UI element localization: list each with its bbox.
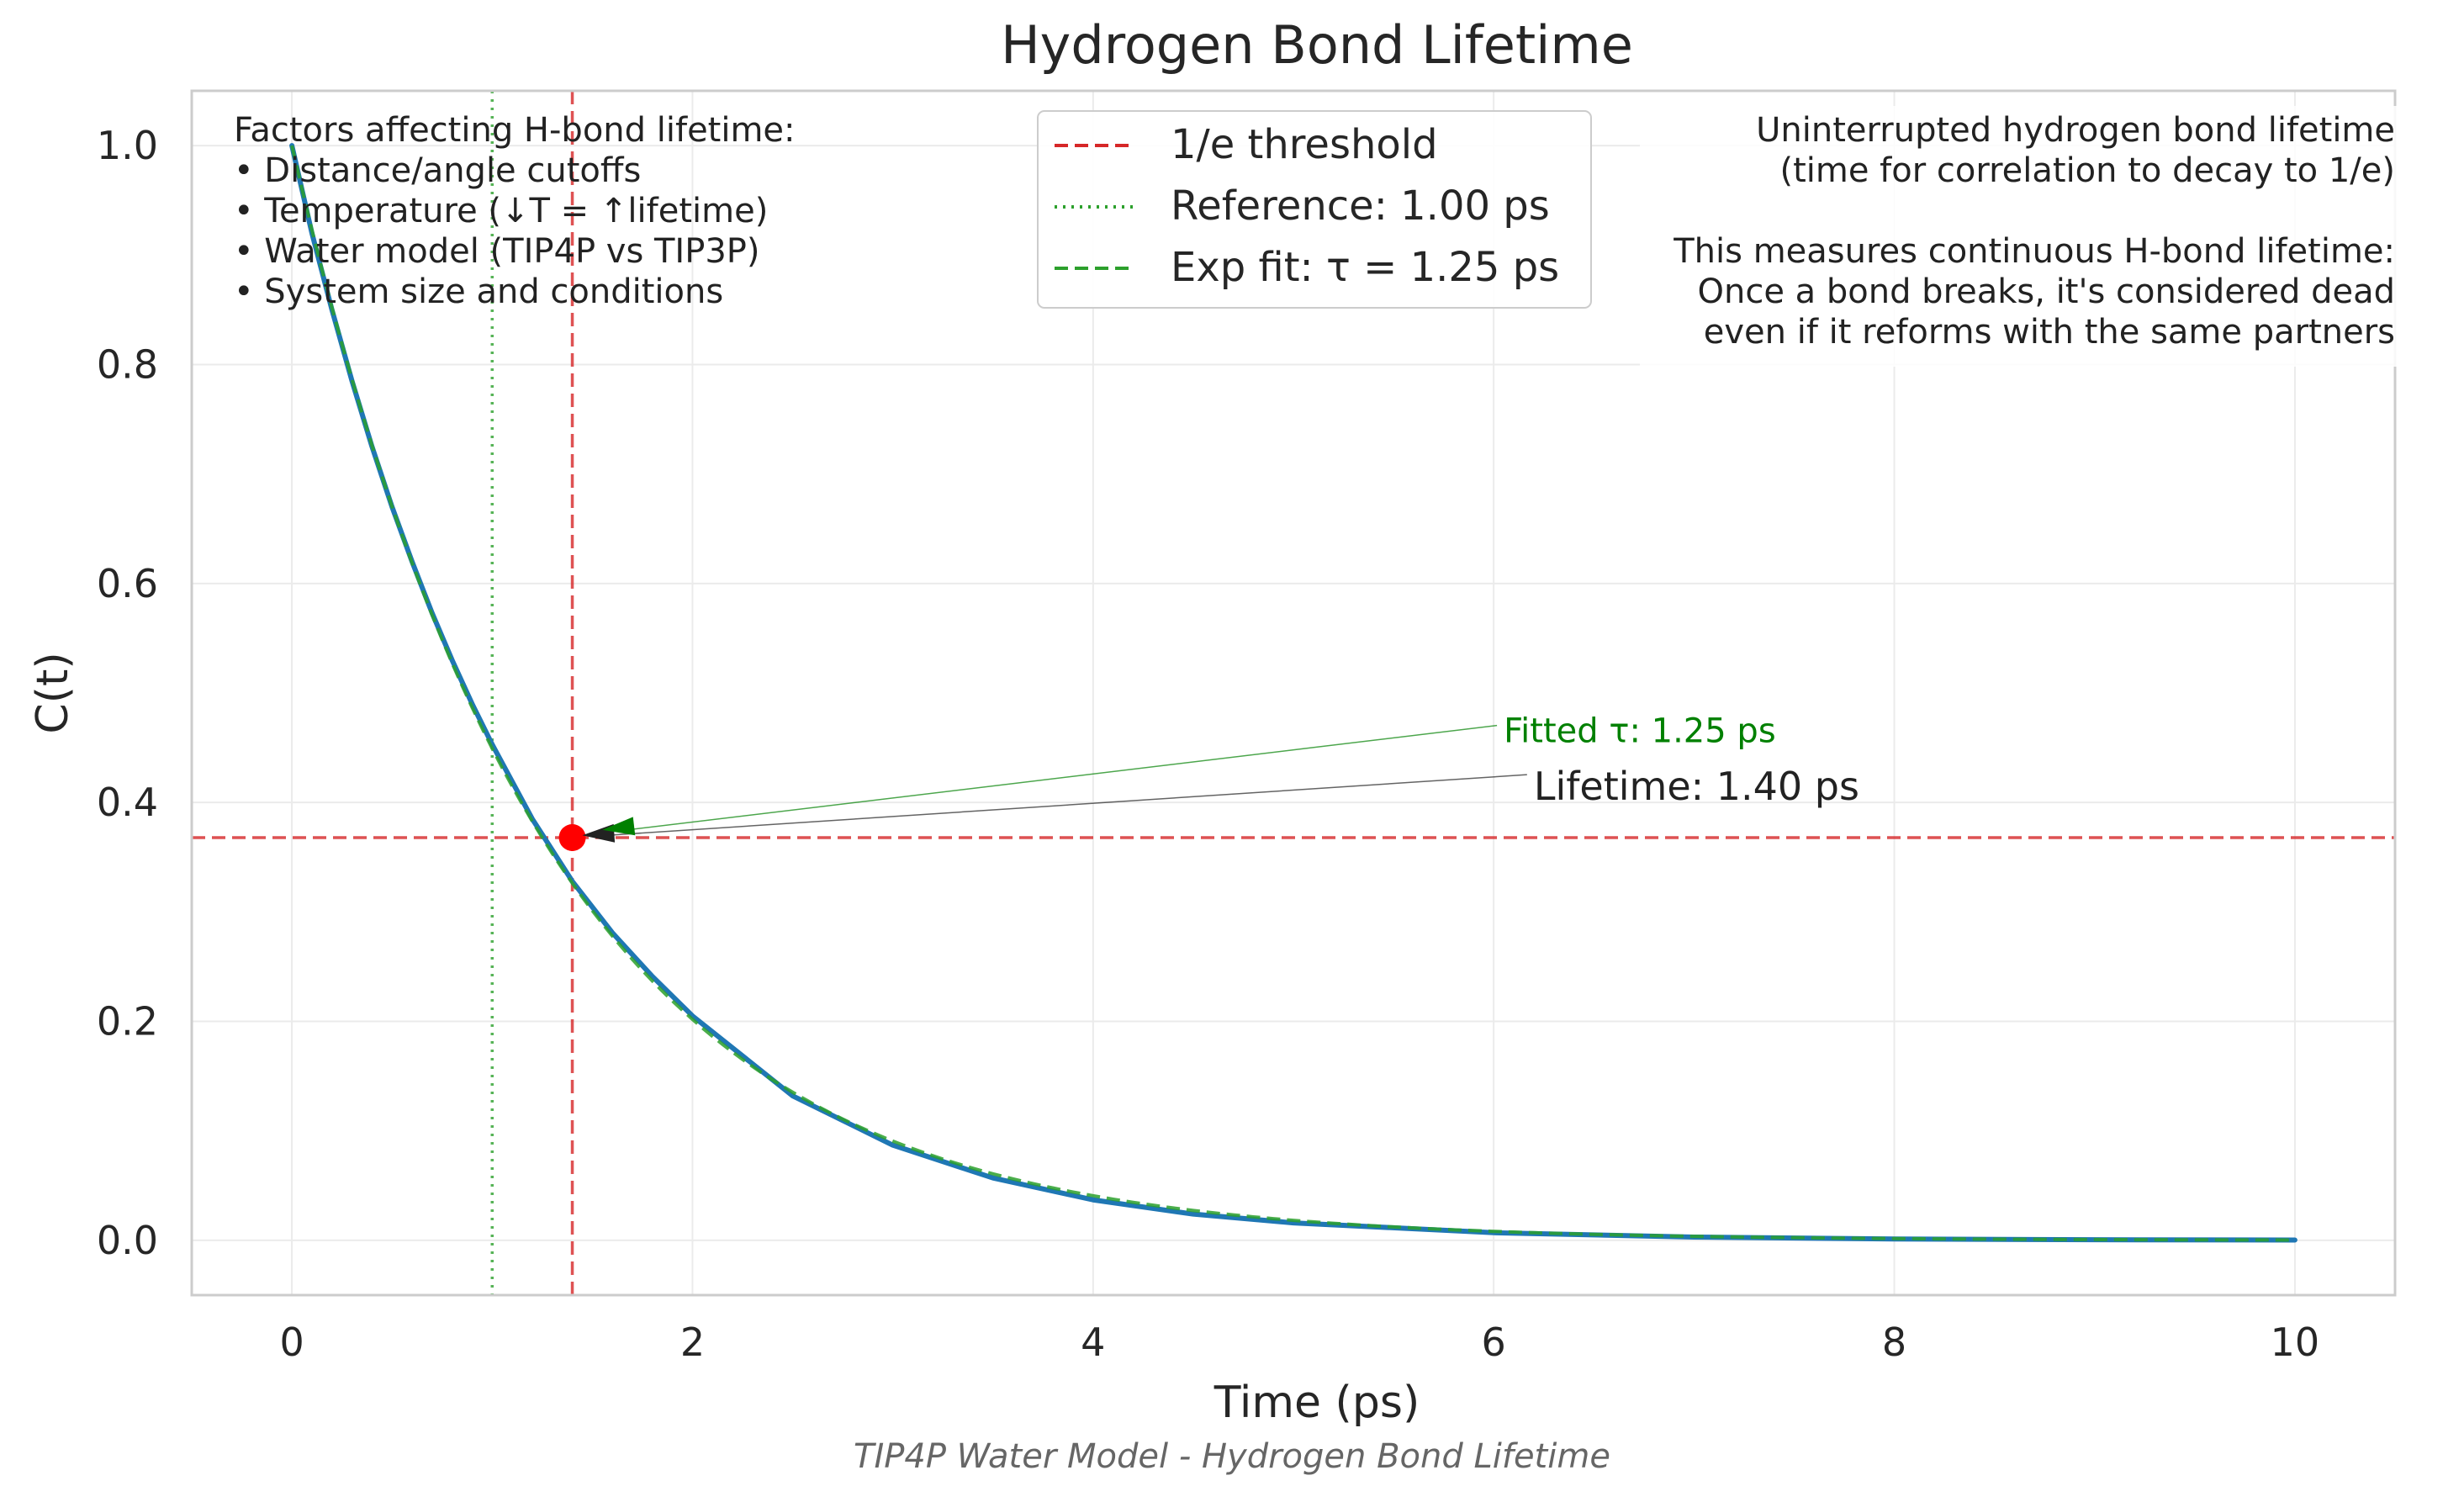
description-text-box: Uninterrupted hydrogen bond lifetime (ti… — [1673, 111, 2395, 352]
factors-line: • Water model (TIP4P vs TIP3P) — [234, 232, 760, 271]
lifetime-marker — [558, 823, 586, 851]
y-tick-label: 0.0 — [97, 1218, 158, 1263]
annotation-arrow — [607, 774, 1527, 836]
plot-frame — [190, 89, 2397, 1297]
x-axis-label: Time (ps) — [1213, 1378, 1420, 1428]
y-tick-label: 0.6 — [97, 561, 158, 606]
lifetime-annotation-label: Lifetime: 1.40 ps — [1534, 764, 1859, 809]
annotation-arrow — [627, 724, 1498, 831]
x-tick-label: 6 — [1482, 1320, 1506, 1365]
annotations: Lifetime: 1.40 ps Fitted τ: 1.25 ps — [582, 712, 1859, 843]
legend-label: Reference: 1.00 ps — [1171, 182, 1550, 230]
x-tick-label: 0 — [279, 1320, 304, 1365]
factors-line: Factors affecting H-bond lifetime: — [234, 111, 796, 150]
legend-label: 1/e threshold — [1171, 121, 1438, 168]
chart-caption: TIP4P Water Model - Hydrogen Bond Lifeti… — [854, 1437, 1610, 1476]
description-box-background — [1640, 106, 2414, 367]
legend-box — [1037, 110, 1592, 309]
description-line: Uninterrupted hydrogen bond lifetime — [1756, 111, 2395, 150]
exp-fit-line — [290, 145, 2295, 1242]
description-line: even if it reforms with the same partner… — [1704, 313, 2395, 352]
description-line: (time for correlation to decay to 1/e) — [1779, 151, 2395, 190]
annotation-arrowhead — [602, 817, 636, 836]
y-tick-label: 0.2 — [97, 999, 158, 1045]
factors-line: • Temperature (↓T = ↑lifetime) — [234, 192, 768, 230]
factors-line: • Distance/angle cutoffs — [234, 151, 641, 190]
x-tick-label: 2 — [680, 1320, 705, 1365]
factors-line: • System size and conditions — [234, 272, 723, 311]
description-line: Once a bond breaks, it's considered dead — [1697, 272, 2395, 311]
x-tick-label: 4 — [1081, 1320, 1105, 1365]
plot-area — [192, 91, 2395, 1295]
y-tick-label: 0.8 — [97, 341, 158, 387]
fitted-annotation-label: Fitted τ: 1.25 ps — [1504, 712, 1776, 751]
legend-label: Exp fit: τ = 1.25 ps — [1171, 244, 1559, 291]
x-tick-label: 8 — [1882, 1320, 1906, 1365]
axis-ticks: 0 2 4 6 8 10 0.0 0.2 0.4 0.6 0.8 1.0 — [97, 123, 2319, 1365]
description-line: This measures continuous H-bond lifetime… — [1673, 232, 2395, 271]
legend: 1/e threshold Reference: 1.00 ps Exp fit… — [1037, 110, 1592, 309]
x-tick-label: 10 — [2271, 1320, 2320, 1365]
factors-text-box: Factors affecting H-bond lifetime: • Dis… — [234, 111, 796, 311]
y-axis-label: C(t) — [28, 652, 78, 733]
y-tick-label: 1.0 — [97, 123, 158, 168]
y-tick-label: 0.4 — [97, 780, 158, 825]
chart-title: Hydrogen Bond Lifetime — [1001, 14, 1633, 76]
